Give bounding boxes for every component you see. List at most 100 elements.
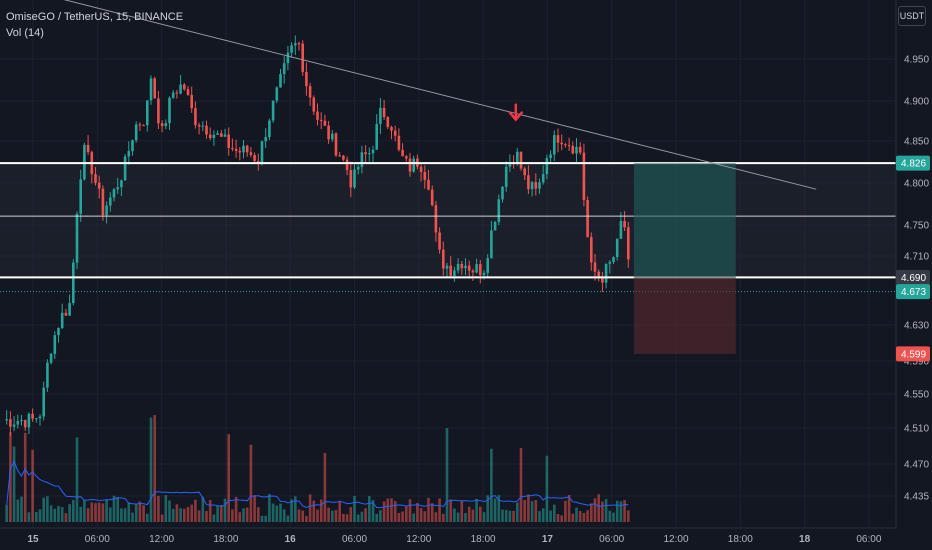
candle-body xyxy=(442,249,445,269)
volume-bar xyxy=(57,505,60,522)
volume-bar xyxy=(16,499,20,522)
currency-button[interactable]: USDT xyxy=(898,6,926,26)
price-tick-label: 4.630 xyxy=(904,321,929,332)
candle-body xyxy=(530,182,534,190)
volume-bar xyxy=(264,515,267,522)
candle-body xyxy=(349,170,353,188)
indicator-label: Vol (14) xyxy=(6,27,44,39)
candle-body xyxy=(386,117,390,127)
volume-bar xyxy=(545,455,549,522)
volume-bar xyxy=(319,499,323,522)
candle-body xyxy=(290,45,293,53)
volume-bar xyxy=(456,512,460,522)
price-tick-label: 4.590 xyxy=(904,357,929,368)
candle-body xyxy=(438,232,441,250)
time-tick-label: 18:00 xyxy=(213,534,238,545)
candle-body xyxy=(279,74,282,88)
candle-body xyxy=(578,146,582,153)
candle-body xyxy=(319,119,323,121)
volume-bar xyxy=(619,501,623,522)
volume-bar xyxy=(164,495,168,522)
candle-body xyxy=(242,145,245,153)
volume-bar xyxy=(449,499,452,522)
position-box xyxy=(633,163,736,354)
volume-bar xyxy=(593,498,597,522)
volume-bar xyxy=(86,508,90,522)
volume-bar xyxy=(512,510,515,522)
candle-body xyxy=(619,221,623,239)
volume-bar xyxy=(393,501,397,522)
volume-bar xyxy=(334,509,338,522)
volume-bar xyxy=(438,498,441,522)
volume-bar xyxy=(305,515,308,522)
volume-bar xyxy=(286,515,290,522)
candle-body xyxy=(327,125,330,140)
volume-bar xyxy=(423,511,427,522)
candle-body xyxy=(482,272,486,276)
volume-bar xyxy=(601,501,604,522)
candle-body xyxy=(131,140,134,152)
candle-body xyxy=(227,134,230,148)
time-tick-label: 18 xyxy=(799,534,811,545)
volume-bar xyxy=(197,510,201,522)
candle-body xyxy=(308,86,312,98)
volume-bar xyxy=(482,512,486,522)
volume-bar xyxy=(397,513,401,522)
candle-body xyxy=(527,175,530,190)
candle-body xyxy=(486,258,489,273)
price-label: 4.599 xyxy=(901,349,926,360)
volume-bar xyxy=(567,495,571,522)
candle-body xyxy=(323,120,327,126)
volume-bar xyxy=(90,502,94,522)
volume-bar xyxy=(301,510,304,522)
candle-body xyxy=(541,174,545,183)
candle-body xyxy=(456,263,460,271)
level-zones xyxy=(0,163,896,278)
symbol-title: OmiseGO / TetherUS, 15, BINANCE xyxy=(6,11,184,23)
volume-bar xyxy=(530,501,534,522)
volume-bar xyxy=(5,505,8,522)
volume-bar xyxy=(453,508,456,522)
candle-body xyxy=(604,263,608,283)
volume-bar xyxy=(120,508,123,522)
candle-body xyxy=(23,420,27,428)
candle-body xyxy=(16,421,20,425)
candle-body xyxy=(571,146,575,154)
candle-body xyxy=(105,205,108,216)
candle-body xyxy=(582,152,586,200)
volume-bar xyxy=(586,510,589,522)
volume-bar xyxy=(201,496,205,522)
candle-body xyxy=(231,147,234,149)
volume-bar xyxy=(238,512,242,522)
volume-bar xyxy=(345,514,349,522)
volume-bar xyxy=(275,505,279,522)
volume-bar xyxy=(94,503,97,522)
time-tick-label: 12:00 xyxy=(406,534,431,545)
candle-body xyxy=(142,125,145,127)
time-tick-label: 18:00 xyxy=(728,534,753,545)
candle-body xyxy=(31,413,34,419)
candle-body xyxy=(245,145,249,153)
candle-body xyxy=(146,100,149,126)
candle-body xyxy=(46,362,49,388)
target-zone xyxy=(633,163,736,278)
volume-bar xyxy=(75,437,79,522)
candle-body xyxy=(567,145,571,147)
volume-bar xyxy=(249,444,253,522)
volume-bar xyxy=(97,502,101,522)
candle-body xyxy=(434,205,438,233)
volume-bar xyxy=(138,501,142,522)
price-tick-label: 4.750 xyxy=(904,221,929,232)
candle-body xyxy=(364,152,367,155)
candle-body xyxy=(393,130,397,136)
candle-body xyxy=(249,152,253,156)
volume-bar xyxy=(142,505,145,522)
volume-bar xyxy=(282,509,286,522)
candle-body xyxy=(382,107,386,118)
price-label-box xyxy=(896,346,930,362)
candle-body xyxy=(9,419,12,427)
candle-body xyxy=(53,335,57,354)
candle-body xyxy=(264,137,267,142)
candle-body xyxy=(390,126,393,131)
